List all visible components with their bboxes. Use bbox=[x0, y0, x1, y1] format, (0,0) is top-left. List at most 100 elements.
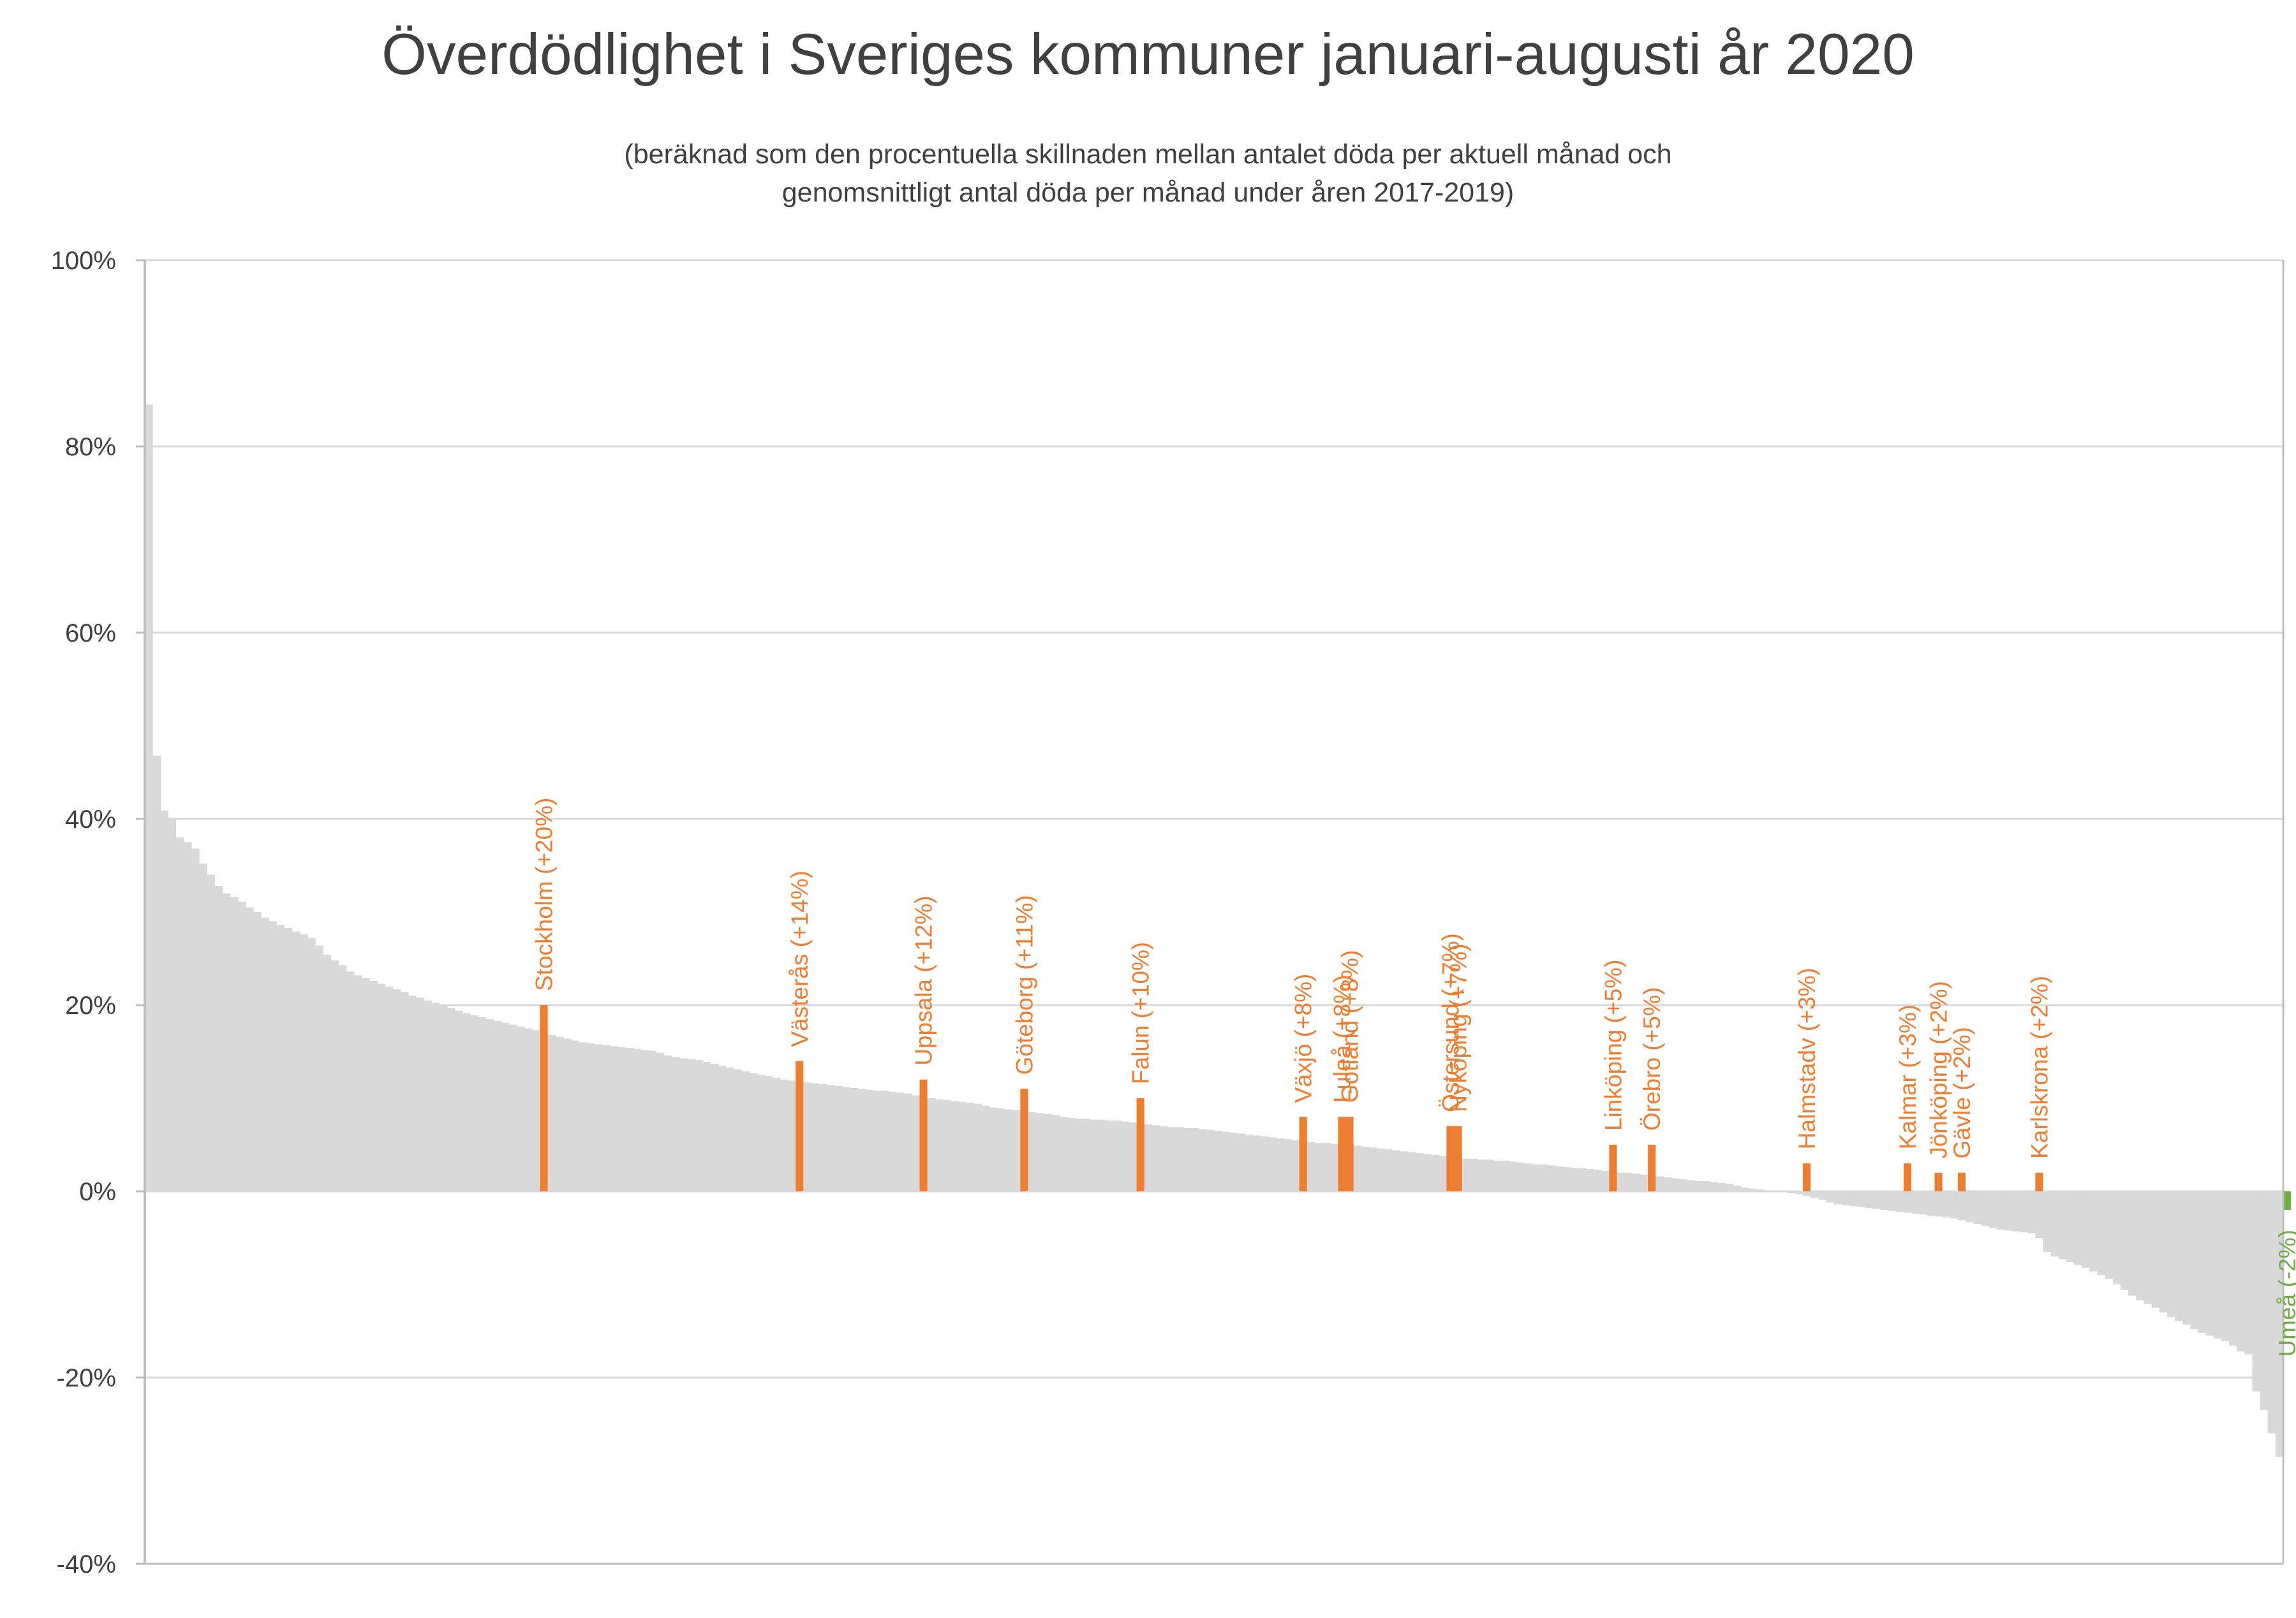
highlight-bar bbox=[1903, 1163, 1912, 1191]
bar bbox=[1097, 1119, 1106, 1191]
bar bbox=[1585, 1168, 1594, 1191]
bar bbox=[725, 1067, 734, 1191]
axes: -40% -20% 0% 20% 40% 60% 80% 100% bbox=[51, 247, 2285, 1578]
bar bbox=[1811, 1191, 1819, 1198]
bar bbox=[974, 1103, 982, 1191]
bar bbox=[586, 1043, 595, 1191]
bar bbox=[1973, 1191, 1981, 1225]
bar bbox=[2151, 1191, 2160, 1308]
bar bbox=[734, 1069, 742, 1191]
bar bbox=[152, 755, 161, 1191]
bar bbox=[1547, 1165, 1555, 1191]
bar bbox=[625, 1048, 633, 1191]
bar bbox=[826, 1085, 835, 1191]
bar bbox=[1702, 1180, 1710, 1191]
bar bbox=[1229, 1133, 1238, 1191]
bar bbox=[431, 1003, 440, 1191]
y-tick-label: 80% bbox=[65, 433, 116, 461]
bar bbox=[679, 1058, 688, 1191]
bar bbox=[873, 1091, 882, 1191]
highlight-bar bbox=[1299, 1117, 1307, 1191]
highlight-label: Umeå (-2%) bbox=[2274, 1230, 2296, 1357]
y-tick-label: 0% bbox=[79, 1178, 116, 1206]
highlight-label: Luleå (+8%) bbox=[1329, 975, 1355, 1103]
bar bbox=[524, 1028, 533, 1191]
bar bbox=[648, 1050, 657, 1191]
highlight-bar bbox=[919, 1079, 928, 1191]
bar bbox=[1005, 1109, 1013, 1191]
bar bbox=[1888, 1191, 1897, 1211]
highlight-bar bbox=[1609, 1145, 1617, 1191]
bar bbox=[1485, 1159, 1493, 1191]
bar bbox=[222, 893, 231, 1191]
bar bbox=[749, 1073, 758, 1191]
bar bbox=[1911, 1191, 1920, 1214]
bar bbox=[996, 1108, 1005, 1191]
bar bbox=[780, 1079, 789, 1191]
highlight-bar bbox=[540, 1005, 548, 1191]
bar bbox=[935, 1099, 944, 1191]
bar bbox=[199, 864, 207, 1191]
bar bbox=[1322, 1143, 1331, 1191]
bar bbox=[2066, 1191, 2075, 1262]
bar bbox=[2097, 1191, 2106, 1276]
highlight-bar bbox=[1957, 1172, 1966, 1191]
bar bbox=[1190, 1128, 1199, 1191]
bar bbox=[508, 1024, 517, 1191]
highlight-bar bbox=[1934, 1172, 1943, 1191]
bar bbox=[1663, 1177, 1672, 1191]
bar bbox=[1717, 1182, 1726, 1191]
bar bbox=[547, 1034, 556, 1191]
bar bbox=[818, 1084, 827, 1191]
bar bbox=[1803, 1191, 1811, 1196]
bar bbox=[346, 971, 355, 1191]
bar bbox=[1640, 1174, 1648, 1191]
highlight-bar bbox=[2035, 1172, 2043, 1191]
bar bbox=[1686, 1180, 1695, 1191]
highlight-label: Östersund (+7%) bbox=[1437, 933, 1463, 1112]
bar bbox=[633, 1048, 641, 1191]
bar bbox=[2128, 1191, 2137, 1296]
bar bbox=[850, 1087, 858, 1191]
bar bbox=[1531, 1164, 1540, 1191]
bar bbox=[811, 1083, 820, 1191]
bar bbox=[1601, 1170, 1610, 1191]
highlight-bar bbox=[1803, 1163, 1811, 1191]
bar bbox=[1051, 1115, 1060, 1191]
bar bbox=[1493, 1160, 1501, 1191]
bar bbox=[1400, 1151, 1409, 1191]
bar bbox=[1307, 1142, 1315, 1191]
bar bbox=[1865, 1191, 1873, 1209]
bar bbox=[485, 1019, 494, 1191]
y-tick-label: 40% bbox=[65, 805, 116, 834]
bar bbox=[1756, 1189, 1765, 1191]
bar bbox=[307, 938, 316, 1191]
bar bbox=[710, 1063, 719, 1191]
bar bbox=[1067, 1117, 1075, 1191]
bar bbox=[1841, 1191, 1850, 1205]
bar bbox=[1198, 1129, 1207, 1191]
highlight-bar bbox=[1345, 1117, 1354, 1191]
bar bbox=[2120, 1191, 2129, 1290]
bar bbox=[2050, 1191, 2059, 1257]
bar bbox=[1377, 1148, 1385, 1191]
bar bbox=[1028, 1112, 1037, 1191]
bar bbox=[1539, 1164, 1548, 1191]
bar bbox=[1880, 1191, 1889, 1210]
bar bbox=[1795, 1191, 1803, 1195]
bar bbox=[183, 842, 192, 1191]
bar bbox=[989, 1107, 998, 1191]
highlight-label: Nyköping (+7%) bbox=[1446, 944, 1472, 1112]
bar bbox=[1113, 1121, 1122, 1191]
bar bbox=[1214, 1131, 1222, 1191]
bar bbox=[2275, 1191, 2284, 1457]
bar bbox=[1152, 1125, 1160, 1191]
bar bbox=[2144, 1191, 2152, 1304]
bar bbox=[2074, 1191, 2082, 1265]
y-tick-label: 60% bbox=[65, 619, 116, 647]
bar bbox=[516, 1026, 525, 1191]
bar bbox=[1423, 1154, 1432, 1191]
bar bbox=[1407, 1152, 1416, 1191]
bar bbox=[1144, 1124, 1153, 1191]
highlight-label: Kalmar (+3%) bbox=[1895, 1004, 1921, 1149]
